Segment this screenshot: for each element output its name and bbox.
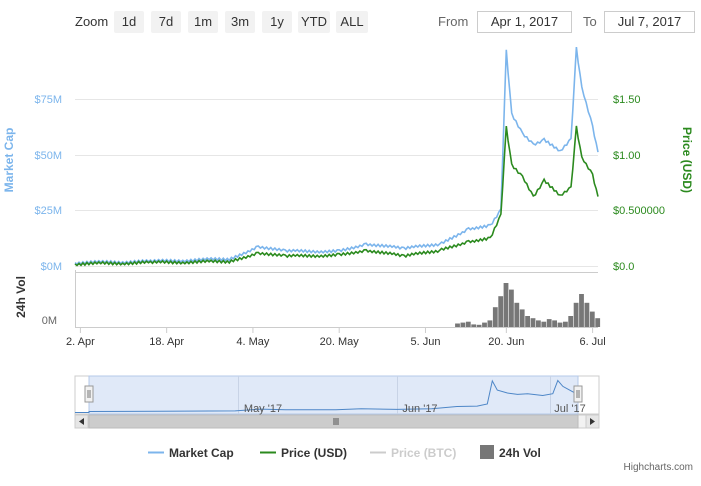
x-tick-label-2: 4. May [236,336,270,348]
volume-bar [563,321,568,327]
volume-bar [492,307,498,327]
volume-bar [460,322,466,327]
volume-bar [568,316,574,327]
volume-bar [536,320,541,327]
price-tick-0: $0.0 [613,261,634,273]
scrollbar-right-arrow-icon [590,418,595,425]
price-axis-title: Price (USD) [680,127,694,193]
x-tick-label-1: 18. Apr [149,336,184,348]
volume-bar [584,302,590,327]
zoom-ytd-button[interactable]: YTD [298,11,330,33]
zoom-1m-button[interactable]: 1m [188,11,218,33]
volume-bar [546,319,552,327]
market-cap-tick-0: $0M [41,261,62,273]
price-tick-2: $1.00 [613,150,641,162]
zoom-1d-button[interactable]: 1d [114,11,144,33]
navigator-label-jun: Jun '17 [402,403,437,415]
navigator-left-handle[interactable] [84,385,94,403]
x-tick-label-5: 20. Jun [488,336,524,348]
volume-bar [482,322,487,327]
volume-bar [476,324,482,327]
volume-bar [471,324,477,327]
volume-series [455,283,601,327]
volume-bar [552,320,557,327]
legend-market-cap-label: Market Cap [169,446,234,460]
navigator[interactable]: May '17 Jun '17 Jul '17 [74,375,600,415]
volume-bar [503,283,509,327]
legend-volume-label: 24h Vol [499,446,541,460]
x-tick-label-3: 20. May [320,336,360,348]
volume-bar [465,321,471,327]
volume-axis-title: 24h Vol [14,276,28,318]
range-to-label: To [583,14,597,29]
legend-item-price-usd[interactable]: Price (USD) [260,446,347,460]
range-from-input[interactable]: Apr 1, 2017 [477,11,572,33]
market-cap-tick-2: $50M [34,150,62,162]
zoom-all-button[interactable]: ALL [336,11,368,33]
gridlines [75,99,598,328]
volume-bar [487,320,493,327]
volume-bar [525,316,530,327]
zoom-3m-button[interactable]: 3m [225,11,255,33]
volume-bar [579,294,584,327]
navigator-selection[interactable] [88,375,579,415]
market-cap-axis-title: Market Cap [2,128,16,193]
x-tick-label-6: 6. Jul [579,336,605,348]
volume-bar [589,311,595,327]
volume-bar [509,289,514,327]
market-cap-tick-1: $25M [34,205,62,217]
volume-tick-0: 0M [42,315,57,327]
range-from-label: From [438,14,469,29]
x-tick-label-0: 2. Apr [66,336,95,348]
volume-bar [595,318,601,327]
volume-bar [530,318,536,327]
scrollbar-left-arrow-icon [79,418,84,425]
volume-bar [519,309,525,327]
volume-bar [514,302,520,327]
scrollbar[interactable] [74,414,600,429]
legend-item-volume[interactable]: 24h Vol [480,445,541,460]
price-tick-3: $1.50 [613,94,641,106]
price-usd-series-line [74,125,599,267]
legend-item-price-btc[interactable]: Price (BTC) [370,446,456,460]
price-tick-1: $0.500000 [613,205,665,217]
legend-volume-swatch [480,445,494,459]
navigator-label-may: May '17 [244,403,282,415]
x-axis: 2. Apr 18. Apr 4. May 20. May 5. Jun 20. Jun 6… [66,327,606,348]
volume-bar [541,321,547,327]
zoom-7d-button[interactable]: 7d [151,11,181,33]
volume-bar [573,302,579,327]
volume-bar [455,323,460,327]
volume-bar [557,322,563,327]
highcharts-credit-link[interactable]: Highcharts.com [623,462,693,473]
market-cap-series-line [74,47,599,266]
legend: Market Cap Price (USD) Price (BTC) 24h V… [148,445,541,460]
navigator-right-handle[interactable] [573,385,583,403]
legend-item-market-cap[interactable]: Market Cap [148,446,234,460]
navigator-label-jul: Jul '17 [554,403,585,415]
market-cap-tick-3: $75M [34,94,62,106]
volume-bar [498,296,504,327]
legend-price-usd-label: Price (USD) [281,446,347,460]
range-to-input[interactable]: Jul 7, 2017 [604,11,695,33]
x-tick-label-4: 5. Jun [410,336,440,348]
zoom-1y-button[interactable]: 1y [262,11,292,33]
legend-price-btc-label: Price (BTC) [391,446,456,460]
zoom-label: Zoom [75,14,109,29]
navigator-series-line [75,379,579,413]
